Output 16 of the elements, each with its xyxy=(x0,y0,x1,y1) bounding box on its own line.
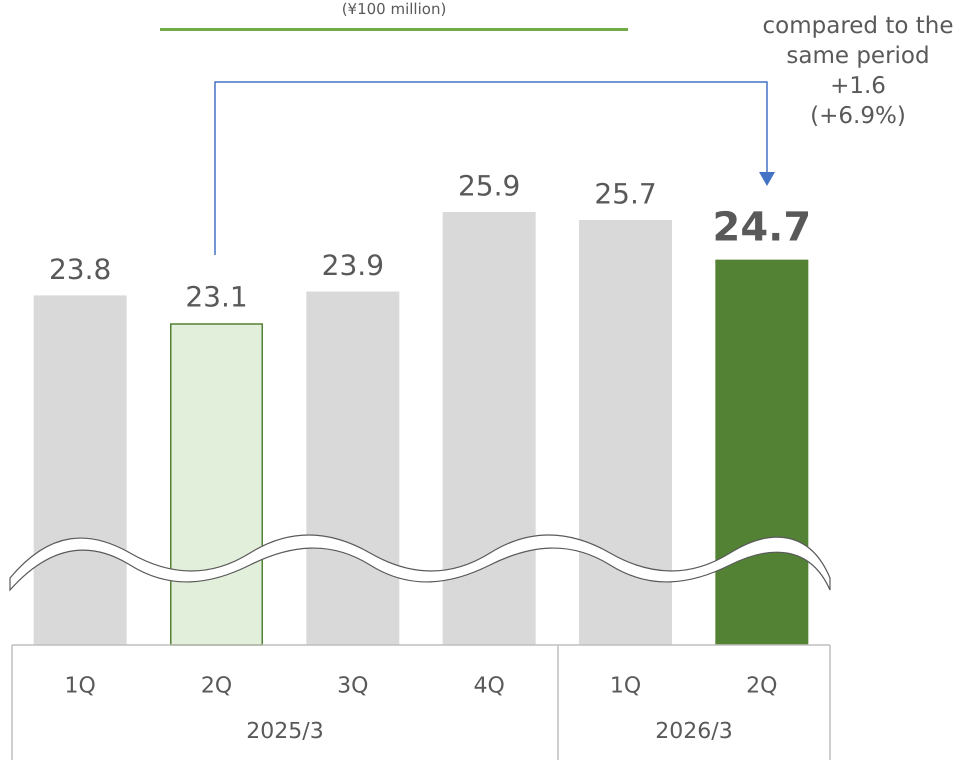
text: 2025/3 xyxy=(245,718,325,746)
data-label: 23.1 xyxy=(185,280,248,314)
data-label: 25.7 xyxy=(594,177,657,210)
text: 2026/3 xyxy=(654,718,734,746)
data-label: 23.9 xyxy=(322,248,384,282)
data-label: 25.9 xyxy=(458,170,520,202)
data-label: 24.7 xyxy=(712,204,812,251)
x-tick-label: 1Q xyxy=(64,674,96,698)
x-tick-label: 1Q xyxy=(610,674,642,698)
x-tick-label: 2Q xyxy=(746,674,778,698)
data-label: 23.8 xyxy=(48,252,112,286)
text: compared to the same period +1.6 (+6.9%) xyxy=(762,12,954,131)
chart-title: (¥100 million) xyxy=(340,0,448,18)
x-tick-label: 2Q xyxy=(200,674,232,698)
x-tick-label: 3Q xyxy=(337,674,368,698)
x-tick-label: 4Q xyxy=(474,674,505,698)
